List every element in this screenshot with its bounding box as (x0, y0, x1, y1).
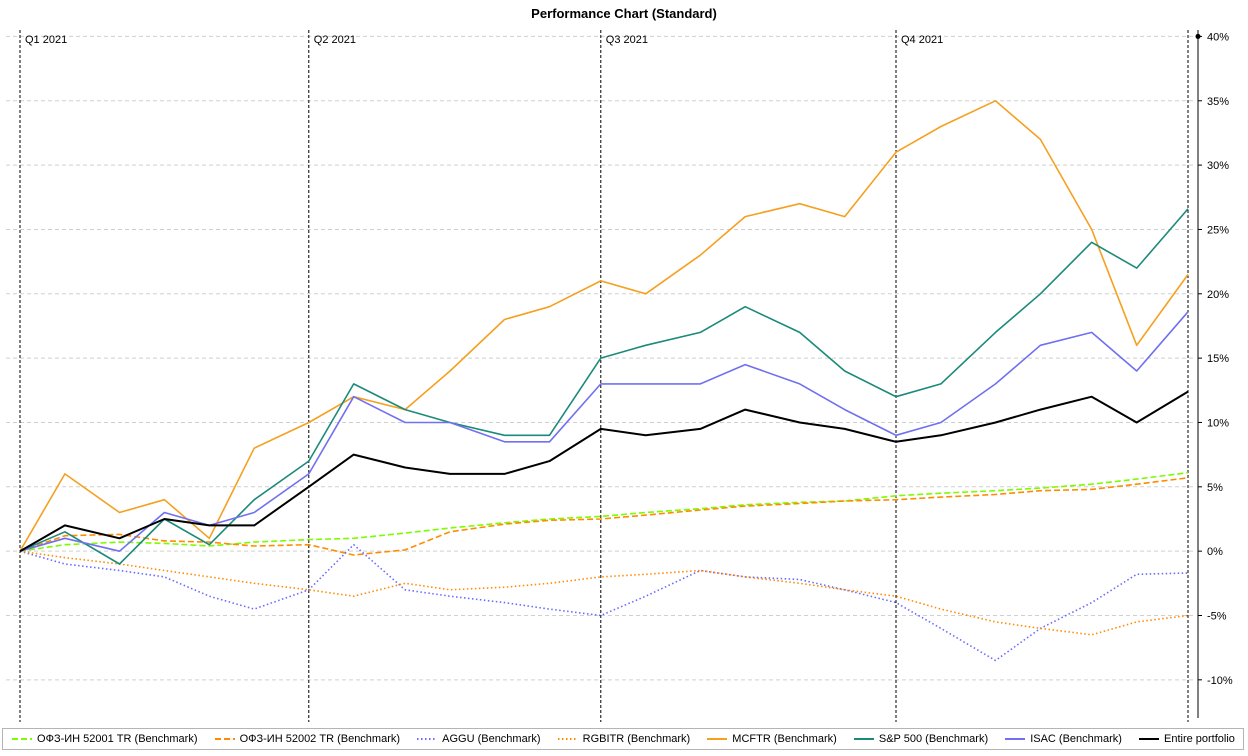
y-tick-label: 10% (1207, 417, 1229, 429)
y-tick-label: 35% (1207, 96, 1229, 108)
legend-item[interactable]: S&P 500 (Benchmark) (853, 733, 988, 745)
chart-title: Performance Chart (Standard) (531, 6, 717, 21)
legend-swatch (1005, 738, 1026, 740)
legend-swatch (557, 738, 578, 740)
y-tick-label: -5% (1207, 610, 1227, 622)
quarter-marker-label: Q3 2021 (606, 34, 648, 46)
series-line (19, 100, 1189, 552)
legend-item[interactable]: ISAC (Benchmark) (1004, 733, 1122, 745)
legend-item[interactable]: ОФЗ-ИН 52001 TR (Benchmark) (11, 733, 198, 745)
y-tick-label: 0% (1207, 546, 1223, 558)
series-lines (19, 100, 1189, 662)
legend-item[interactable]: MCFTR (Benchmark) (706, 733, 837, 745)
grid-lines (6, 35, 1194, 681)
series-line (19, 471, 1189, 552)
y-tick-label: -10% (1207, 675, 1233, 687)
legend-swatch (707, 738, 728, 740)
series-line (19, 477, 1189, 556)
y-tick-label: 20% (1207, 289, 1229, 301)
legend: ОФЗ-ИН 52001 TR (Benchmark) ОФЗ-ИН 52002 … (2, 728, 1244, 750)
legend-label: AGGU (Benchmark) (442, 733, 541, 745)
series-line (19, 311, 1189, 553)
legend-item[interactable]: ОФЗ-ИН 52002 TR (Benchmark) (214, 733, 400, 745)
legend-item[interactable]: AGGU (Benchmark) (416, 733, 541, 745)
series-line (19, 550, 1189, 636)
legend-swatch (214, 738, 235, 740)
legend-swatch (1138, 738, 1159, 740)
legend-swatch (12, 738, 33, 740)
y-tick-label: 5% (1207, 482, 1223, 494)
legend-swatch (853, 738, 874, 740)
legend-label: S&P 500 (Benchmark) (878, 733, 989, 745)
legend-label: RGBITR (Benchmark) (582, 733, 691, 745)
y-tick-label: 15% (1207, 353, 1229, 365)
quarter-marker-label: Q1 2021 (25, 34, 67, 46)
legend-label: ОФЗ-ИН 52001 TR (Benchmark) (37, 733, 198, 745)
legend-label: Entire portfolio (1163, 733, 1235, 745)
legend-swatch (417, 738, 438, 740)
legend-label: ОФЗ-ИН 52002 TR (Benchmark) (239, 733, 401, 745)
legend-label: MCFTR (Benchmark) (732, 733, 837, 745)
series-line (19, 390, 1189, 553)
legend-label: ISAC (Benchmark) (1030, 733, 1122, 745)
series-line (19, 208, 1189, 565)
plot-area: Q1 2021 Q2 2021 Q3 2021 Q4 2021 -10% -5% 0% 5%… (6, 30, 1233, 722)
quarter-markers: Q1 2021 Q2 2021 Q3 2021 Q4 2021 (19, 30, 1201, 722)
series-line (19, 543, 1189, 662)
y-tick-label: 30% (1207, 160, 1229, 172)
quarter-marker-label: Q2 2021 (314, 34, 356, 46)
y-tick-label: 40% (1207, 31, 1229, 43)
y-tick-label: 25% (1207, 224, 1229, 236)
y-axis: -10% -5% 0% 5% 10% 15% 20% 25% 30% 35% 40% (1197, 30, 1233, 718)
quarter-marker-label: Q4 2021 (901, 34, 943, 46)
legend-item[interactable]: Entire portfolio (1138, 733, 1235, 745)
legend-item[interactable]: RGBITR (Benchmark) (557, 733, 691, 745)
